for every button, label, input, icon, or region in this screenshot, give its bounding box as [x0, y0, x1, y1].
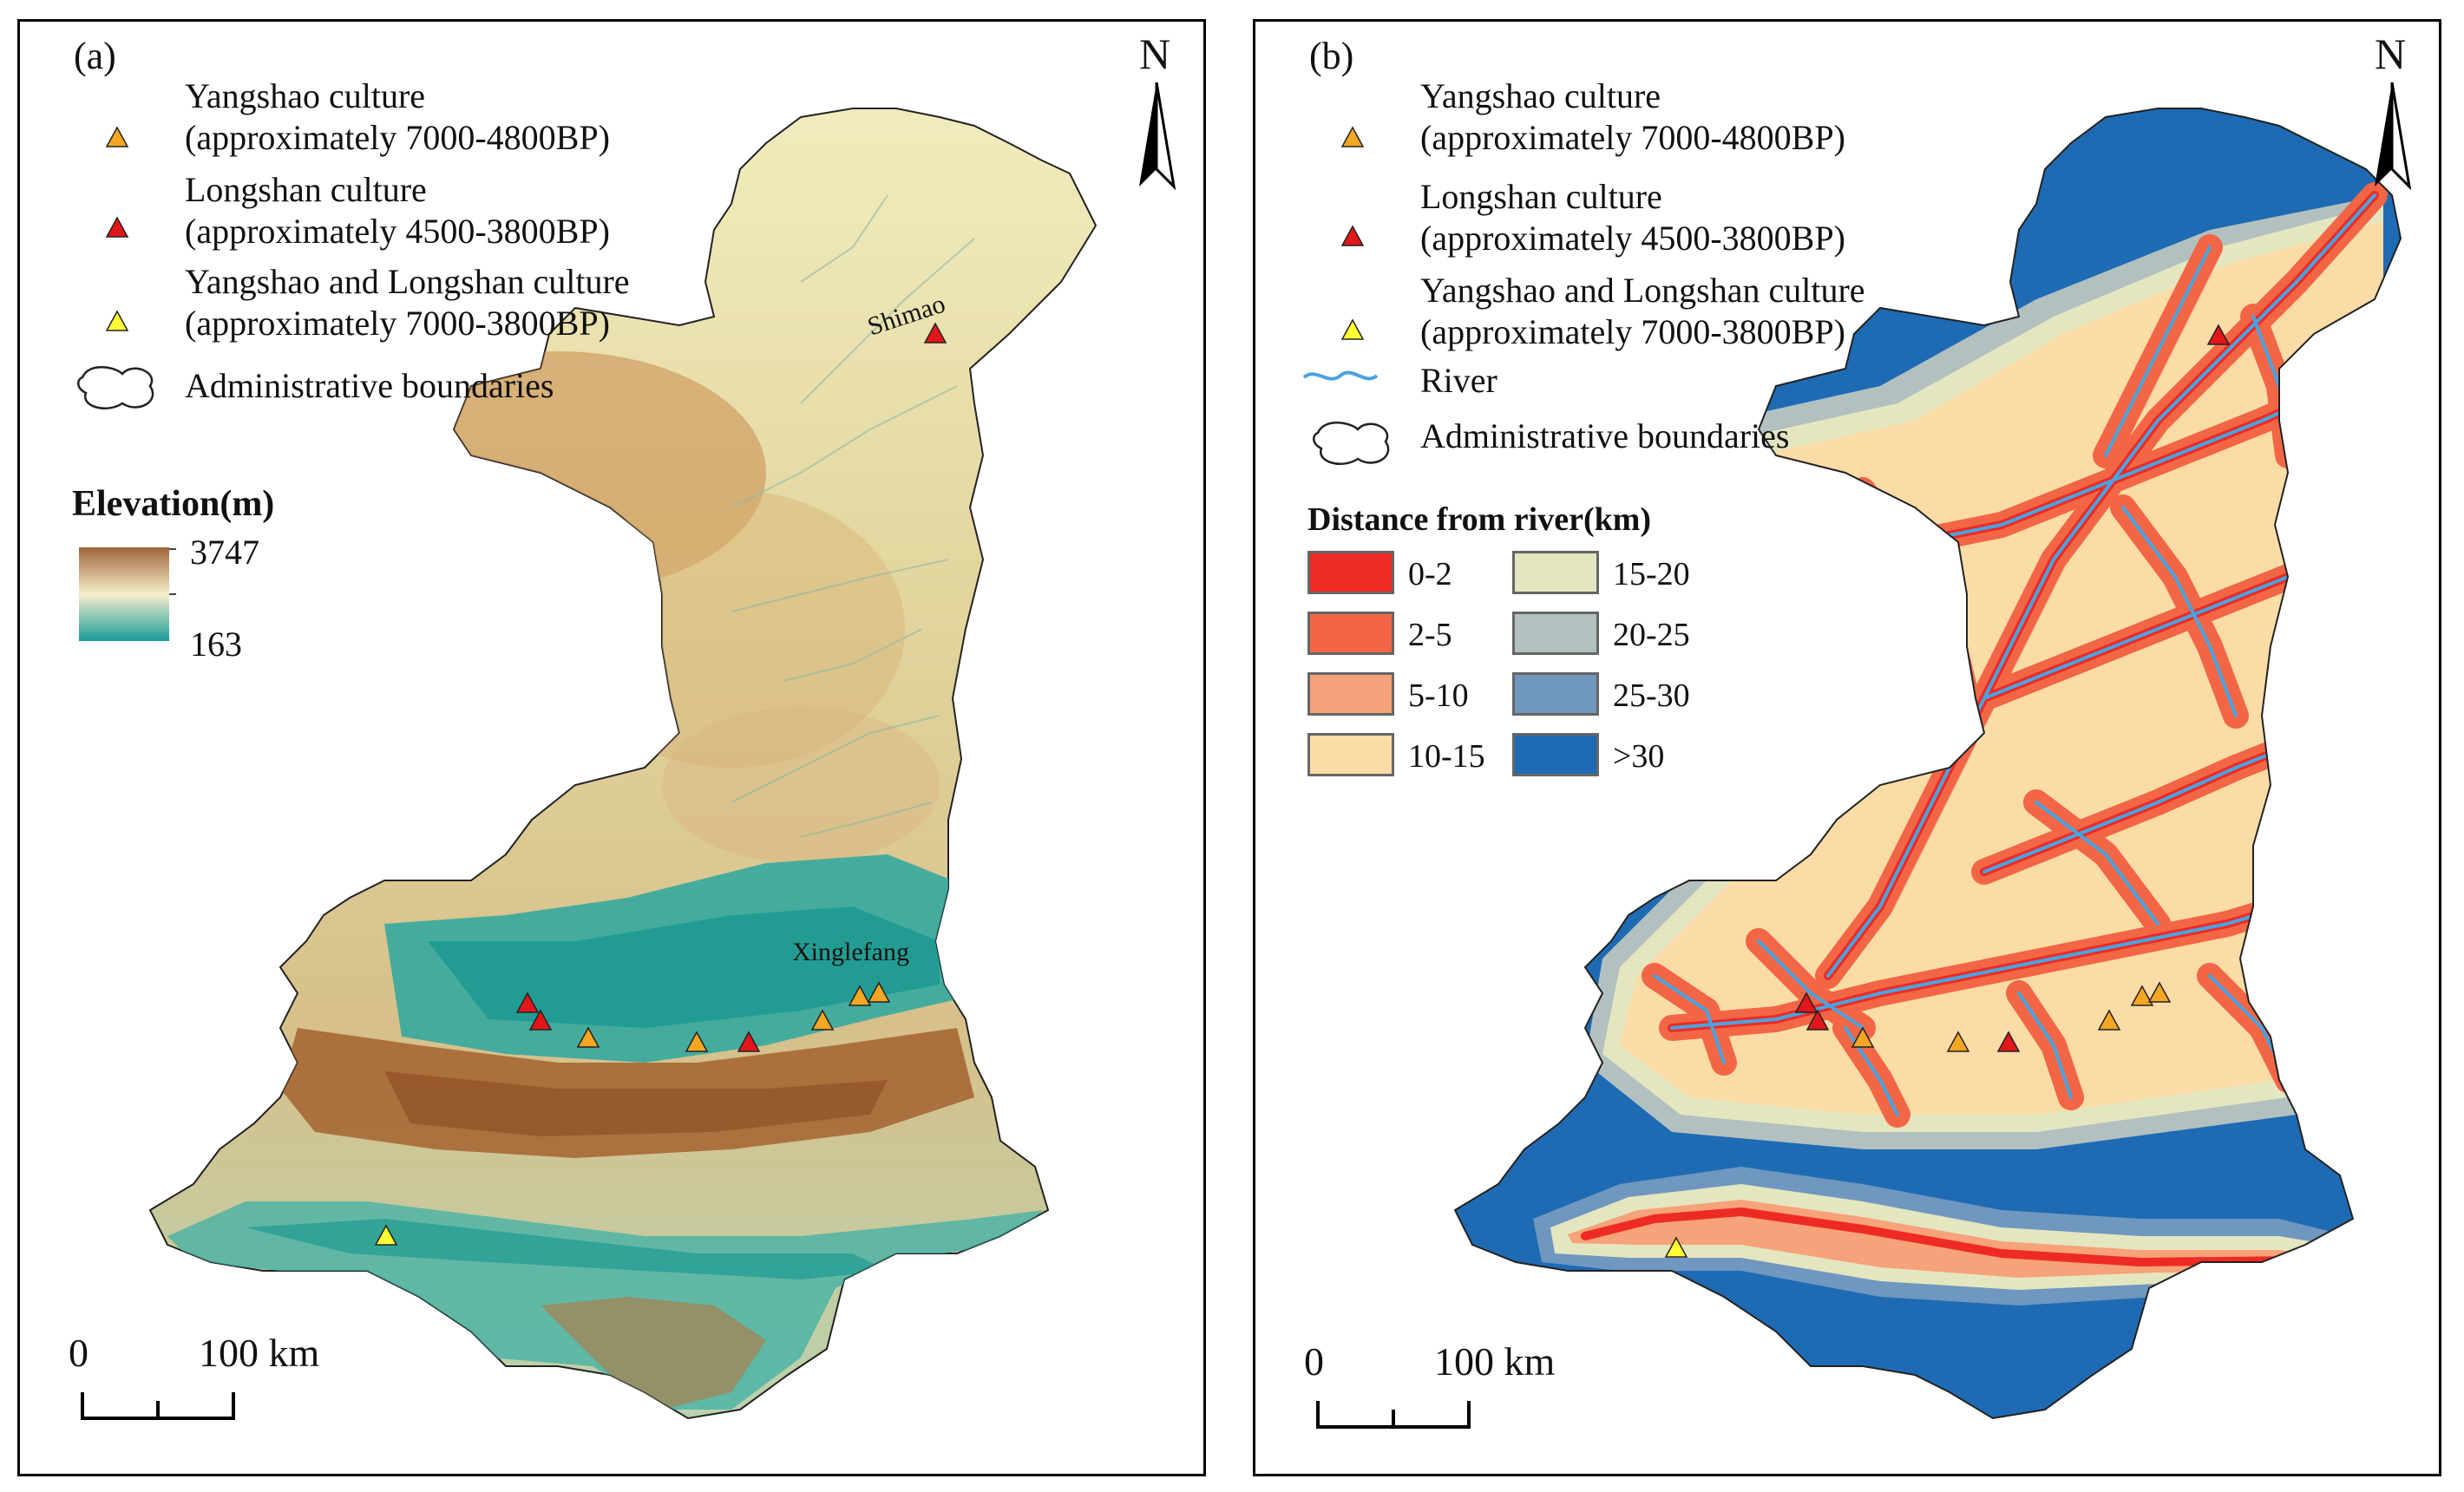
yangshao-site-marker [1946, 1031, 1970, 1052]
distance-swatch [1512, 733, 1599, 776]
distance-swatch [1512, 612, 1599, 655]
scale-bar [81, 1392, 235, 1420]
river-distance-map [1302, 82, 2412, 1429]
map-panel-b: (b) N Yangshao culture (approximately 70… [1253, 19, 2441, 1476]
distance-swatch-label: 10-15 [1408, 738, 1485, 775]
scale-zero: 0 [1304, 1339, 1324, 1384]
place-label-xinglefang: Xinglefang [792, 938, 909, 966]
map-panel-a: (a) N Yangshao culture (approximately 70… [17, 19, 1206, 1476]
distance-swatch [1512, 672, 1599, 716]
distance-swatch-label: 15-20 [1613, 556, 1690, 592]
yangshao-site-marker [810, 1009, 835, 1031]
legend-river: River [1420, 361, 1497, 400]
legend-yangshao-name: Yangshao culture [1420, 76, 1661, 115]
longshan-site-marker [923, 322, 947, 344]
distance-swatch-label: 0-2 [1408, 556, 1452, 592]
site-markers-b [1664, 324, 2231, 1258]
north-label: N [2375, 29, 2407, 78]
legend-boundary: Administrative boundaries [1420, 416, 1790, 455]
yangshao-site-marker [1851, 1026, 1875, 1048]
distance-swatch [1307, 733, 1394, 776]
panel-tag: (a) [74, 35, 116, 77]
longshan-site-marker [737, 1031, 761, 1052]
north-arrow-icon [1139, 82, 1176, 191]
longshan-site-marker [2206, 324, 2231, 345]
scale-distance: 100 km [199, 1331, 320, 1375]
elevation-map [77, 82, 1176, 1420]
scale-distance: 100 km [1434, 1339, 1556, 1384]
distance-swatch [1307, 551, 1394, 594]
longshan-site-marker [1996, 1031, 2021, 1052]
legend-longshan-name: Longshan culture [1420, 177, 1662, 216]
shaanxi-boundary-b [1453, 108, 2402, 1420]
distance-swatch [1512, 551, 1599, 594]
legend-yangshao-name: Yangshao culture [185, 76, 426, 115]
shaanxi-terrain [148, 108, 1098, 1420]
distance-swatch-label: 20-25 [1613, 617, 1690, 653]
elevation-max: 3747 [190, 533, 259, 572]
panel-tag: (b) [1309, 35, 1354, 77]
elevation-title: Elevation(m) [72, 484, 275, 524]
distance-swatch [1307, 672, 1394, 716]
distance-swatch-label: 2-5 [1408, 617, 1452, 653]
yangshao-site-marker [576, 1026, 600, 1048]
yangshao-site-marker [685, 1031, 709, 1052]
site-markers-a [374, 322, 947, 1246]
longshan-site-marker [528, 1009, 553, 1031]
elevation-color-ramp [79, 547, 169, 641]
legend-both-name: Yangshao and Longshan culture [1420, 271, 1865, 310]
legend-boundary: Administrative boundaries [185, 366, 554, 405]
legend-symbols-b [1302, 126, 1390, 466]
legend-symbols-a [77, 126, 154, 410]
both-culture-site-marker [1664, 1236, 1688, 1258]
legend-both-period: (approximately 7000-3800BP) [1420, 312, 1845, 351]
north-label: N [1139, 29, 1171, 78]
legend-yangshao-period: (approximately 7000-4800BP) [185, 118, 610, 157]
distance-swatch-label: 5-10 [1408, 677, 1469, 714]
longshan-site-marker [1794, 991, 1819, 1013]
yangshao-site-marker [2130, 985, 2154, 1006]
yangshao-site-marker [867, 981, 891, 1003]
yangshao-site-marker [848, 985, 872, 1006]
legend-both-period: (approximately 7000-3800BP) [185, 304, 610, 343]
distance-title: Distance from river(km) [1307, 501, 1652, 538]
yangshao-site-marker [2097, 1009, 2121, 1031]
scale-zero: 0 [69, 1331, 88, 1375]
river-legend-icon [1302, 370, 1379, 381]
elevation-min: 163 [190, 625, 242, 664]
legend-longshan-period: (approximately 4500-3800BP) [1420, 219, 1845, 258]
legend-both-name: Yangshao and Longshan culture [185, 262, 630, 301]
distance-swatch [1307, 612, 1394, 655]
longshan-site-marker [1805, 1009, 1830, 1031]
longshan-site-marker [515, 991, 540, 1013]
legend-longshan-name: Longshan culture [185, 170, 427, 209]
north-arrow-icon [2375, 82, 2412, 191]
distance-swatch-label: >30 [1613, 738, 1665, 775]
legend-longshan-period: (approximately 4500-3800BP) [185, 212, 610, 251]
scale-bar [1316, 1401, 1471, 1429]
both-culture-site-marker [374, 1224, 398, 1246]
distance-swatch-label: 25-30 [1613, 677, 1690, 714]
yangshao-site-marker [2147, 981, 2172, 1003]
legend-yangshao-period: (approximately 7000-4800BP) [1420, 118, 1845, 157]
